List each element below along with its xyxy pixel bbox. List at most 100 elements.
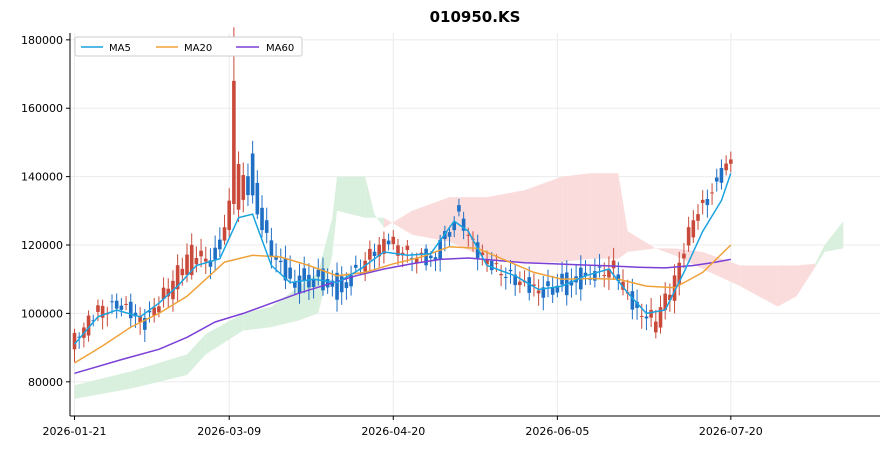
- candle-body: [110, 301, 114, 303]
- candle-body: [386, 240, 391, 245]
- candle-body: [119, 305, 124, 310]
- candle-body: [372, 251, 377, 257]
- moving-averages: [73, 172, 732, 375]
- legend-label-ma60: MA60: [266, 43, 294, 54]
- candle-body: [128, 301, 133, 319]
- candle-body: [593, 271, 597, 281]
- candle-body: [274, 255, 278, 260]
- cloud-segment: [655, 248, 675, 256]
- y-tick-label: 180000: [21, 34, 63, 47]
- candle-body: [222, 227, 227, 241]
- candle-body: [602, 275, 607, 277]
- candle-body: [536, 290, 541, 294]
- candle-body: [649, 309, 653, 318]
- candle-body: [133, 312, 138, 317]
- cloud-segment: [702, 251, 741, 287]
- candle-body: [686, 227, 691, 246]
- candle-body: [311, 278, 316, 288]
- candle-body: [475, 242, 480, 258]
- candle-body: [114, 300, 119, 309]
- cloud-segment: [674, 248, 703, 269]
- candle-body: [705, 199, 710, 206]
- candle-body: [199, 250, 203, 257]
- candle-body: [480, 252, 485, 256]
- candle-body: [499, 273, 503, 276]
- candle-body: [503, 276, 508, 278]
- candle-body: [218, 239, 222, 250]
- candle-body: [485, 258, 489, 265]
- x-tick-label: 2026-06-05: [525, 425, 589, 438]
- candle-body: [255, 182, 260, 215]
- x-tick-label: 2026-03-09: [197, 425, 261, 438]
- candle-body: [72, 332, 77, 350]
- candle-body: [241, 175, 246, 200]
- cloud-segment: [383, 210, 412, 235]
- candle-body: [143, 318, 147, 330]
- candle-body: [278, 260, 283, 263]
- candle-body: [405, 245, 410, 250]
- candle-body: [382, 238, 386, 254]
- candle-body: [161, 287, 166, 300]
- candle-body: [668, 294, 672, 301]
- candle-body: [185, 254, 189, 275]
- candle-body: [194, 257, 199, 265]
- tick-labels: 80000 100000 120000 140000 160000 180000 2026-…: [21, 34, 763, 438]
- cloud-segment: [627, 231, 656, 252]
- candle-body: [260, 207, 264, 231]
- candle-body: [264, 220, 269, 233]
- candle-body: [597, 266, 602, 268]
- candle-body: [457, 205, 461, 212]
- candle-body: [321, 268, 325, 291]
- candle-body: [302, 268, 307, 282]
- cloud-segment: [815, 245, 825, 268]
- cloud-segment: [74, 371, 131, 399]
- candle-body: [428, 255, 433, 259]
- cloud-segment: [243, 306, 272, 331]
- candle-body: [644, 316, 649, 319]
- candle-body: [335, 272, 339, 300]
- candle-body: [339, 276, 344, 293]
- candle-body: [316, 269, 321, 277]
- candle-body: [555, 285, 560, 293]
- cloud-segment: [318, 217, 333, 314]
- candle-body: [724, 163, 728, 171]
- candle-body: [236, 164, 241, 210]
- candle-body: [288, 267, 292, 279]
- cloud-segment: [130, 354, 187, 389]
- candle-body: [77, 336, 81, 338]
- axes: [69, 33, 880, 417]
- legend-label-ma20: MA20: [184, 43, 212, 54]
- y-tick-label: 160000: [21, 102, 63, 115]
- cloud-segment: [337, 176, 366, 218]
- candle-body: [100, 305, 105, 318]
- cloud-segment: [365, 176, 375, 218]
- candle-body: [175, 265, 180, 290]
- ma5-line: [73, 172, 732, 345]
- candle-body: [138, 315, 142, 323]
- candle-body: [546, 281, 550, 287]
- candle-body: [696, 214, 700, 221]
- candle-body: [189, 244, 194, 276]
- candle-body: [353, 264, 358, 268]
- chart-title: 010950.KS: [430, 8, 521, 26]
- candle-body: [532, 284, 536, 286]
- candle-body: [466, 234, 471, 236]
- candle-body: [630, 291, 635, 310]
- candle-body: [494, 263, 499, 265]
- cloud-segment: [824, 221, 844, 252]
- candle-body: [391, 236, 396, 245]
- candle-body: [344, 282, 349, 289]
- candle-body: [424, 248, 428, 266]
- candle-body: [616, 274, 621, 282]
- candle-body: [414, 257, 419, 264]
- legend: MA5 MA20 MA60: [74, 36, 303, 57]
- candle-body: [325, 279, 330, 288]
- candle-body: [719, 167, 724, 183]
- legend-box: [74, 36, 303, 57]
- x-tick-label: 2026-04-20: [361, 425, 425, 438]
- cloud-segment: [777, 265, 797, 307]
- candle-body: [635, 301, 639, 308]
- y-tick-label: 140000: [21, 171, 63, 184]
- candle-body: [729, 159, 733, 164]
